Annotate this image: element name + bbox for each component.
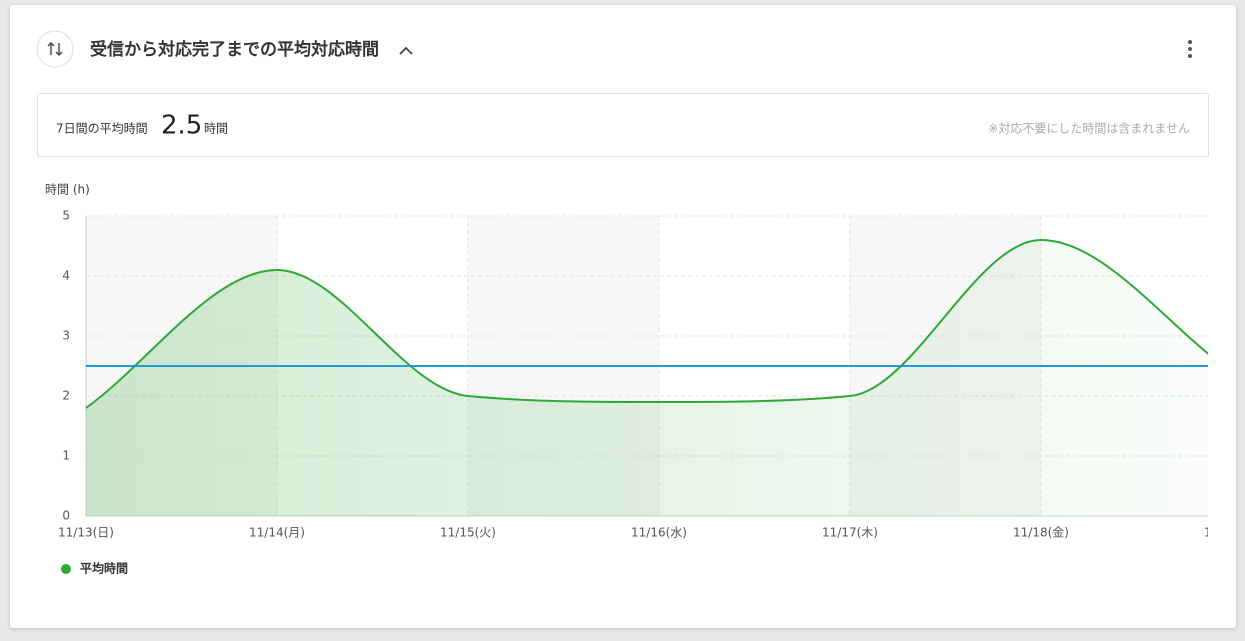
x-tick-label: 11/18(金) — [1013, 526, 1069, 540]
x-tick-label: 11/16(水) — [631, 526, 687, 540]
y-tick-label: 0 — [62, 509, 70, 523]
summary-note: ※対応不要にした時間は含まれません — [988, 122, 1190, 136]
x-tick-label: 11/13(日) — [58, 526, 114, 540]
y-tick-label: 3 — [62, 329, 70, 343]
x-tick-label: 11/17(木) — [822, 526, 878, 540]
summary-box — [37, 93, 1209, 157]
sort-button[interactable] — [36, 30, 74, 68]
more-menu[interactable] — [1188, 40, 1192, 58]
legend-label: 平均時間 — [80, 561, 128, 576]
y-tick-label: 1 — [62, 449, 70, 463]
legend-marker — [61, 564, 71, 574]
y-axis-label: 時間 (h) — [45, 183, 90, 197]
y-tick-label: 5 — [62, 209, 70, 223]
area — [86, 240, 1208, 516]
plot: 11/13(日) 11/14(月) 11/15(火) 11/16(水) 11/17(木)… — [58, 215, 1245, 540]
summary-label: 7日間の平均時間 — [56, 122, 148, 136]
y-tick-label: 4 — [62, 269, 70, 283]
collapse-toggle[interactable] — [399, 46, 413, 55]
line — [85, 238, 1208, 409]
y-tick-label: 2 — [62, 389, 70, 403]
x-tick-label: 11/14(月) — [249, 526, 305, 540]
summary-unit: 時間 — [204, 122, 228, 136]
card-title: 受信から対応完了までの平均対応時間 — [90, 39, 379, 60]
summary-value: 2.5 — [161, 111, 202, 141]
x-tick-label: 11/15(火) — [440, 526, 496, 540]
x-tick-label: 11/19(土) — [1204, 526, 1245, 540]
